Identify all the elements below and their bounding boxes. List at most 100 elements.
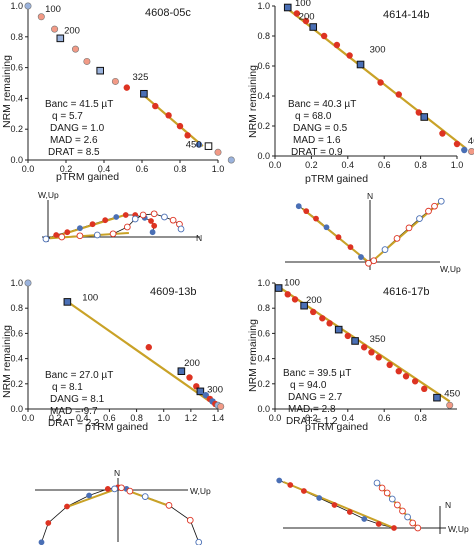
- x-tick-label: 1.2: [185, 413, 198, 423]
- data-point: [291, 296, 299, 303]
- zij-vertical-path: [114, 487, 200, 543]
- stats-block: Banc = 41.5 µT q = 5.7 DANG = 1.0 MAD = …: [45, 99, 113, 158]
- zij-axis-v-label: N: [367, 191, 373, 201]
- fit-line: [65, 299, 216, 407]
- data-point: [37, 13, 45, 21]
- zij-horizontal-point: [375, 521, 382, 527]
- data-point: [377, 79, 384, 86]
- temperature-step-label: 200: [64, 26, 80, 37]
- temperature-step-label: 300: [207, 385, 223, 396]
- data-point: [152, 102, 159, 110]
- data-point: [395, 91, 402, 98]
- ptrm-check-square: [283, 3, 292, 12]
- zij-vertical-point: [409, 519, 417, 527]
- data-point: [446, 401, 454, 409]
- zij-vertical-point: [393, 235, 401, 242]
- x-tick-label: 0.4: [342, 160, 355, 170]
- stat-dang: DANG = 0.5: [293, 123, 348, 134]
- zij-horizontal-point: [287, 482, 294, 488]
- zijderveld-4616-17b: N W,Up: [276, 477, 469, 534]
- zij-horizontal-point: [45, 520, 52, 526]
- temperature-step-label: 200: [299, 12, 315, 23]
- zij-vertical-point: [381, 246, 389, 253]
- zij-vertical-point: [169, 216, 177, 224]
- zij-horizontal-point: [102, 217, 109, 224]
- stat-q: q = 8.1: [52, 382, 83, 393]
- y-tick-label: 0.4: [10, 354, 23, 364]
- stat-drat: DRAT = 1.2: [286, 416, 338, 427]
- zij-vertical-point: [111, 485, 118, 493]
- data-point: [346, 52, 353, 59]
- ptrm-check-square: [177, 367, 186, 375]
- stat-banc: Banc = 41.5 µT: [45, 99, 113, 110]
- y-tick-label: 1.0: [10, 278, 23, 288]
- y-axis-label: NRM remaining: [1, 55, 13, 128]
- zij-vertical-point: [177, 225, 185, 233]
- data-point: [421, 385, 428, 393]
- zij-horizontal-point: [151, 222, 158, 229]
- ptrm-check-square: [140, 89, 148, 98]
- y-tick-label: 0.0: [10, 404, 23, 414]
- zij-vertical-point: [425, 207, 432, 215]
- stat-banc: Banc = 27.0 µT: [45, 370, 113, 381]
- ptrm-check-square: [96, 66, 105, 75]
- ptrm-check-square: [56, 34, 65, 43]
- y-tick-label: 0.2: [257, 379, 270, 389]
- x-tick-label: 0.6: [136, 164, 149, 174]
- zij-vertical-point: [93, 231, 101, 239]
- zij-horizontal-point: [113, 214, 120, 220]
- stat-mad: MAD = 2.6: [50, 135, 98, 146]
- temperature-step-label: 100: [284, 278, 300, 289]
- stats-block: Banc = 39.5 µT q = 94.0 DANG = 2.7 MAD =…: [283, 368, 351, 427]
- zij-axis-v-label: W,Up: [38, 190, 59, 200]
- stat-banc: Banc = 40.3 µT: [288, 99, 356, 110]
- x-tick-label: 0.4: [98, 164, 111, 174]
- y-axis-label: NRM remaining: [247, 319, 259, 392]
- x-tick-label: 0.2: [60, 164, 73, 174]
- y-tick-label: 0.6: [10, 328, 23, 338]
- data-point: [402, 373, 410, 380]
- x-tick-label: 0.8: [130, 413, 143, 423]
- zij-vertical-point: [365, 259, 372, 267]
- zij-vertical-point: [405, 224, 413, 232]
- x-tick-label: 0.0: [22, 164, 35, 174]
- zij-vertical-point: [437, 197, 445, 205]
- fit-line: [141, 92, 204, 147]
- y-axis-label: NRM remaining: [247, 65, 259, 138]
- zij-horizontal-point: [313, 215, 319, 222]
- data-point: [24, 2, 32, 10]
- zij-horizontal-point: [104, 486, 111, 492]
- data-point: [293, 10, 301, 17]
- data-point: [468, 148, 474, 155]
- data-point: [302, 17, 310, 25]
- zij-vertical-point: [399, 507, 406, 515]
- x-tick-label: 0.0: [22, 413, 35, 423]
- x-axis-label: pTRM gained: [56, 171, 119, 183]
- ptrm-check-square: [334, 325, 343, 334]
- data-point: [186, 374, 193, 381]
- x-tick-label: 0.4: [76, 413, 89, 423]
- temperature-step-label: 450: [186, 140, 202, 151]
- y-tick-label: 0.4: [257, 354, 270, 364]
- zij-vertical-point: [383, 489, 391, 497]
- y-tick-label: 0.2: [257, 121, 270, 131]
- y-tick-label: 0.6: [257, 61, 270, 71]
- data-point: [202, 391, 209, 399]
- data-point: [123, 84, 130, 91]
- ptrm-check-square: [196, 387, 205, 396]
- x-tick-label: 0.8: [174, 164, 187, 174]
- zij-horizontal-point: [301, 488, 307, 494]
- data-point: [227, 156, 235, 164]
- zij-vertical-point: [150, 210, 158, 218]
- stats-block: Banc = 40.3 µT q = 68.0 DANG = 0.5 MAD =…: [288, 99, 356, 158]
- data-point: [368, 349, 375, 356]
- stat-banc: Banc = 39.5 µT: [283, 368, 351, 379]
- data-point: [217, 402, 225, 410]
- zij-horizontal-point: [86, 492, 92, 499]
- zijderveld-4608-05c: W,Up N: [38, 190, 202, 243]
- data-point: [320, 32, 328, 40]
- zijderveld-4614-14b: N W,Up: [285, 191, 461, 274]
- x-axis-label: pTRM gained: [305, 421, 368, 433]
- zij-axis-h-label: W,Up: [190, 486, 211, 496]
- data-point: [411, 378, 419, 385]
